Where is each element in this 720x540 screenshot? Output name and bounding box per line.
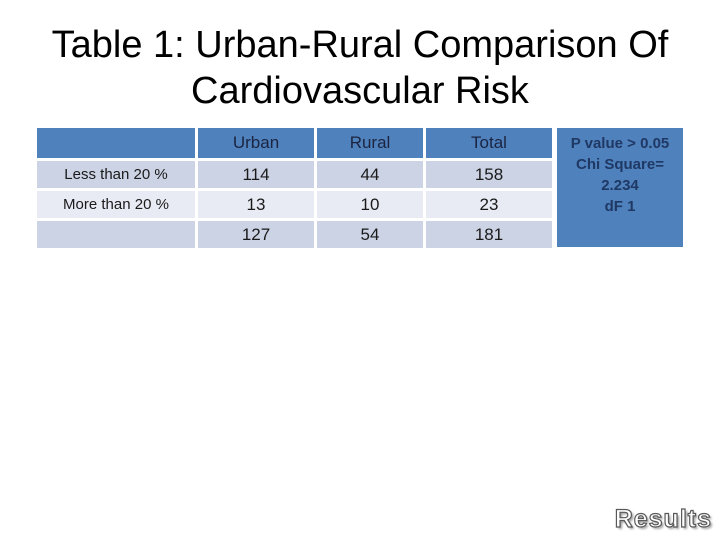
row-less-than-label: Less than 20 % [37,161,195,188]
title-line-2: Cardiovascular Risk [191,70,529,112]
header-cell-rural: Rural [317,128,423,158]
title-line-1: Table 1: Urban-Rural Comparison Of [51,24,669,66]
row-more-than-total-value: 23 [426,191,552,218]
results-label: Results [614,504,712,533]
row-more-than-label: More than 20 % [37,191,195,218]
comparison-table: Urban Rural Total Less than 20 % 114 44 … [37,128,552,248]
row-more-than-rural-value: 10 [317,191,423,218]
row-less-than-total-value: 158 [426,161,552,188]
stats-chi-square-value: 2.234 [601,177,639,194]
slide-title: Table 1: Urban-Rural Comparison Of Cardi… [0,22,720,114]
row-totals-rural-value: 54 [317,221,423,248]
stats-p-value: P value > 0.05 [570,135,670,152]
header-cell-total: Total [426,128,552,158]
row-less-than-rural-value: 44 [317,161,423,188]
header-cell-empty [37,128,195,158]
row-totals-urban-value: 127 [198,221,314,248]
stats-degrees-of-freedom: dF 1 [604,198,636,215]
row-totals-empty-label [37,221,195,248]
stats-box: P value > 0.05 Chi Square= 2.234 dF 1 [557,128,683,247]
row-more-than-urban-value: 13 [198,191,314,218]
header-cell-urban: Urban [198,128,314,158]
row-totals-total-value: 181 [426,221,552,248]
row-less-than-urban-value: 114 [198,161,314,188]
stats-chi-square-label: Chi Square= [576,156,664,173]
